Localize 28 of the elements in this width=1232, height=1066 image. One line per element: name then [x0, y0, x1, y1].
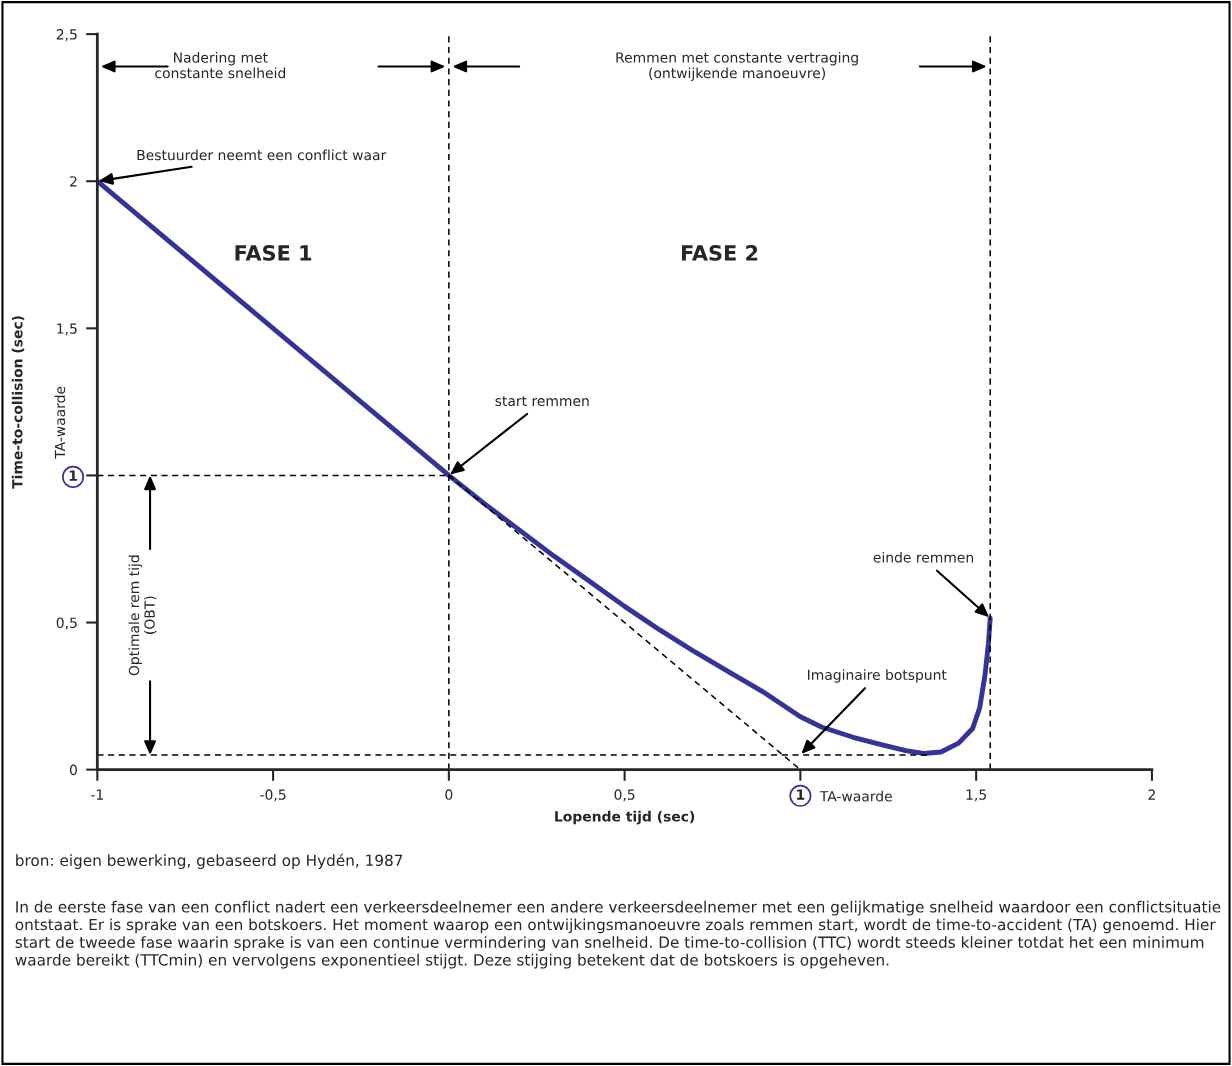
- annotation: Remmen met constante vertraging (ontwijkende manoeuvre): [616, 51, 858, 81]
- annotation: Optimale rem tijd (OBT): [128, 555, 157, 676]
- annotation: FASE 2: [681, 245, 758, 261]
- x-tick-label: 0,5: [614, 789, 635, 802]
- annotation: start remmen: [495, 396, 589, 407]
- text: In de eerste fase van een conflict nadert een verkeersdeelnemer een andere verkeersdeelnemer met een gelijkmatige snelheid waardoor een conflictsituatie ontstaat. Er is sprake van een botskoers. Het moment waarop een ontwijkingsmanoeuvre zoals remmen start, wordt de time-to-accident (TA) genoemd. Hier start de tweede fase waarin sprake is van een continue vermindering van snelheid. De time-to-collision (TTC) wordt steeds kleiner totdat het een minimum waarde bereikt (TTCmin) en vervolgens exponentieel stijgt. Deze stijging betekent dat de botskoers is opgeheven.: [15, 900, 1221, 969]
- annotation: einde remmen: [873, 551, 974, 563]
- y-tick-label: 2: [70, 176, 77, 187]
- x-tick-label: 1: [797, 789, 805, 800]
- text: bron: eigen bewerking, gebaseerd op Hydén, 1987: [16, 853, 403, 870]
- annotation: Nadering met constante snelheid: [155, 51, 285, 79]
- y-tick-label: 0,5: [56, 617, 77, 630]
- x-tick-label: -1: [91, 789, 103, 800]
- annotation: Imaginaire botspunt: [808, 669, 947, 683]
- x-tick-label: -0,5: [260, 789, 286, 802]
- y-tick-label: 0: [69, 764, 77, 776]
- x-tick-label: 2: [1148, 789, 1155, 800]
- annotation: TA-waarde: [54, 386, 66, 459]
- annotation: FASE 1: [235, 245, 312, 261]
- y-tick-label: 1,5: [57, 323, 77, 336]
- annotation: Bestuurder neemt een conflict waar: [137, 149, 387, 161]
- y-tick-label: 2,5: [56, 29, 77, 41]
- x-tick-label: 1,5: [966, 789, 986, 802]
- x-tick-label: 0: [445, 789, 453, 800]
- x-axis-title: Lopende tijd (sec): [555, 810, 695, 825]
- y-axis-title: Time-to-collision (sec): [11, 316, 25, 489]
- annotation: TA-waarde: [819, 790, 892, 802]
- y-tick-label: 1: [69, 470, 77, 481]
